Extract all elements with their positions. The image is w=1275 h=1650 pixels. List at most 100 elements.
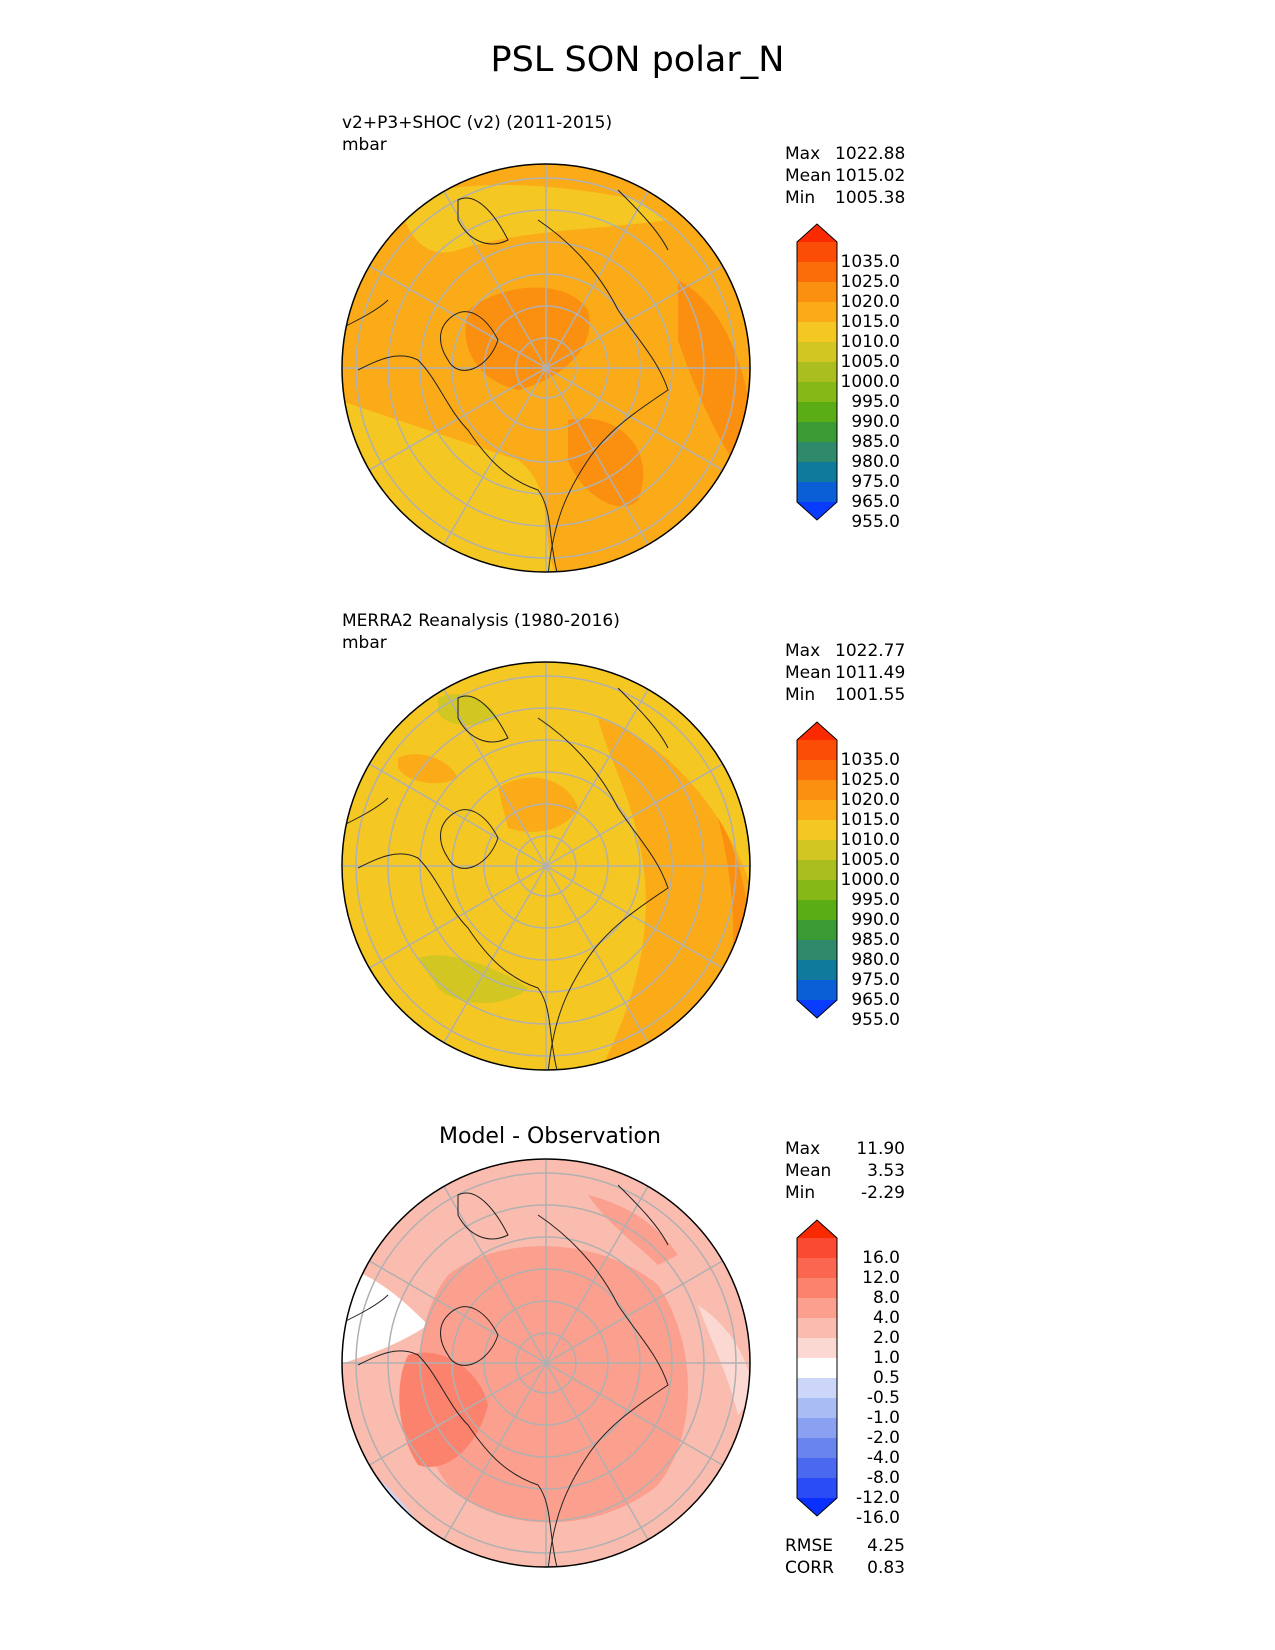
colorbar-segment — [797, 940, 837, 961]
panel-1-stats: Max 1022.88 Mean 1015.02 Min 1005.38 — [785, 143, 905, 209]
rmse-label: RMSE — [785, 1536, 834, 1556]
colorbar-segment — [797, 382, 837, 403]
rmse-value: 4.25 — [867, 1536, 905, 1556]
stat-max-value: 1022.77 — [835, 641, 906, 661]
colorbar-tick-label: 4.0 — [872, 1308, 900, 1328]
colorbar-segment — [797, 322, 837, 343]
colorbar-tick-label: 8.0 — [872, 1288, 900, 1308]
colorbar-segment — [797, 960, 837, 981]
colorbar-tick-label: -12.0 — [856, 1488, 900, 1508]
colorbar-tick-label: -16.0 — [856, 1508, 900, 1528]
panel-3-metrics: RMSE 4.25 CORR 0.83 — [785, 1535, 905, 1579]
colorbar-tick-label: 965.0 — [851, 990, 900, 1010]
panel-1-colorbar — [796, 223, 838, 521]
panel-3-stats: Max 11.90 Mean 3.53 Min -2.29 — [785, 1138, 905, 1204]
stat-max-value: 11.90 — [856, 1139, 905, 1159]
colorbar-segment — [797, 1358, 837, 1379]
colorbar-segment — [797, 1298, 837, 1319]
colorbar-segment — [797, 262, 837, 283]
colorbar-segment — [797, 482, 837, 503]
colorbar-segment — [797, 980, 837, 1001]
colorbar-tick-label: 1020.0 — [840, 292, 900, 312]
colorbar-tick-label: 1015.0 — [840, 312, 900, 332]
panel-2-units: mbar — [342, 633, 387, 653]
panel-2-title: MERRA2 Reanalysis (1980-2016) mbar — [342, 610, 620, 654]
colorbar-tick-label: 955.0 — [851, 1010, 900, 1030]
colorbar-segment — [797, 1238, 837, 1259]
colorbar-tick-label: 1005.0 — [840, 850, 900, 870]
colorbar-segment — [797, 462, 837, 483]
colorbar-extension-bottom — [797, 502, 837, 520]
map-fill-region — [342, 1265, 428, 1365]
stat-mean-label: Mean — [785, 1161, 832, 1181]
colorbar-segment — [797, 302, 837, 323]
colorbar-tick-label: 0.5 — [872, 1368, 900, 1388]
colorbar-outline — [796, 721, 838, 1019]
colorbar-tick-label: 995.0 — [851, 392, 900, 412]
colorbar-tick-label: -8.0 — [866, 1468, 900, 1488]
map-fill-region — [465, 287, 590, 390]
colorbar-segment — [797, 820, 837, 841]
stat-mean-value: 3.53 — [867, 1161, 905, 1181]
map-fill-region — [588, 1195, 678, 1265]
map-fill-region — [418, 955, 528, 1003]
colorbar-tick-label: 1015.0 — [840, 810, 900, 830]
colorbar-segment — [797, 1458, 837, 1479]
stat-min-label: Min — [785, 188, 816, 208]
panel-3-polar-map — [341, 1158, 751, 1568]
colorbar-outline — [796, 223, 838, 521]
map-boundary — [341, 163, 751, 573]
colorbar-segment — [797, 1258, 837, 1279]
corr-value: 0.83 — [867, 1558, 905, 1578]
colorbar-segment — [797, 1338, 837, 1359]
colorbar-tick-label: 12.0 — [862, 1268, 900, 1288]
colorbar-segment — [797, 342, 837, 363]
stat-max-label: Max — [785, 1139, 821, 1159]
stat-min-value: 1005.38 — [835, 188, 906, 208]
stat-mean-value: 1011.49 — [835, 663, 906, 683]
panel-1-units: mbar — [342, 135, 387, 155]
colorbar-tick-label: 995.0 — [851, 890, 900, 910]
colorbar-segment — [797, 402, 837, 423]
colorbar-tick-label: 1010.0 — [840, 830, 900, 850]
colorbar-tick-label: 955.0 — [851, 512, 900, 532]
colorbar-tick-label: 1035.0 — [840, 252, 900, 272]
panel-1-polar-map — [341, 163, 751, 573]
colorbar-tick-label: 1005.0 — [840, 352, 900, 372]
colorbar-segment — [797, 282, 837, 303]
colorbar-segment — [797, 1398, 837, 1419]
corr-label: CORR — [785, 1558, 834, 1578]
stat-mean-label: Mean — [785, 166, 832, 186]
stat-mean-value: 1015.02 — [835, 166, 906, 186]
colorbar-tick-label: 990.0 — [851, 910, 900, 930]
map-fill-region — [438, 694, 498, 725]
stat-max-label: Max — [785, 641, 821, 661]
stat-max-label: Max — [785, 144, 821, 164]
panel-2-colorbar — [796, 721, 838, 1019]
colorbar-segment — [797, 242, 837, 263]
colorbar-segment — [797, 1438, 837, 1459]
stat-mean-label: Mean — [785, 663, 832, 683]
colorbar-tick-label: 1025.0 — [840, 770, 900, 790]
colorbar-tick-label: -0.5 — [866, 1388, 900, 1408]
colorbar-segment — [797, 920, 837, 941]
colorbar-tick-label: 975.0 — [851, 472, 900, 492]
colorbar-tick-label: 16.0 — [862, 1248, 900, 1268]
stat-min-label: Min — [785, 1183, 816, 1203]
figure-title: PSL SON polar_N — [490, 40, 785, 80]
stat-min-value: -2.29 — [861, 1183, 905, 1203]
colorbar-tick-label: 1035.0 — [840, 750, 900, 770]
panel-2-stats: Max 1022.77 Mean 1011.49 Min 1001.55 — [785, 640, 905, 706]
stat-min-label: Min — [785, 685, 816, 705]
panel-2-polar-map — [341, 661, 751, 1071]
colorbar-segment — [797, 740, 837, 761]
map-fill-region — [398, 754, 458, 784]
colorbar-segment — [797, 880, 837, 901]
colorbar-tick-label: 980.0 — [851, 950, 900, 970]
panel-2-colorbar-labels: 1035.0 1025.0 1020.0 1015.0 1010.0 1005.0 1000… — [795, 720, 900, 1029]
colorbar-extension-top — [797, 722, 837, 740]
map-fill-region — [398, 185, 668, 253]
colorbar-tick-label: 1000.0 — [840, 372, 900, 392]
colorbar-tick-label: 1000.0 — [840, 870, 900, 890]
map-boundary — [341, 661, 751, 1071]
